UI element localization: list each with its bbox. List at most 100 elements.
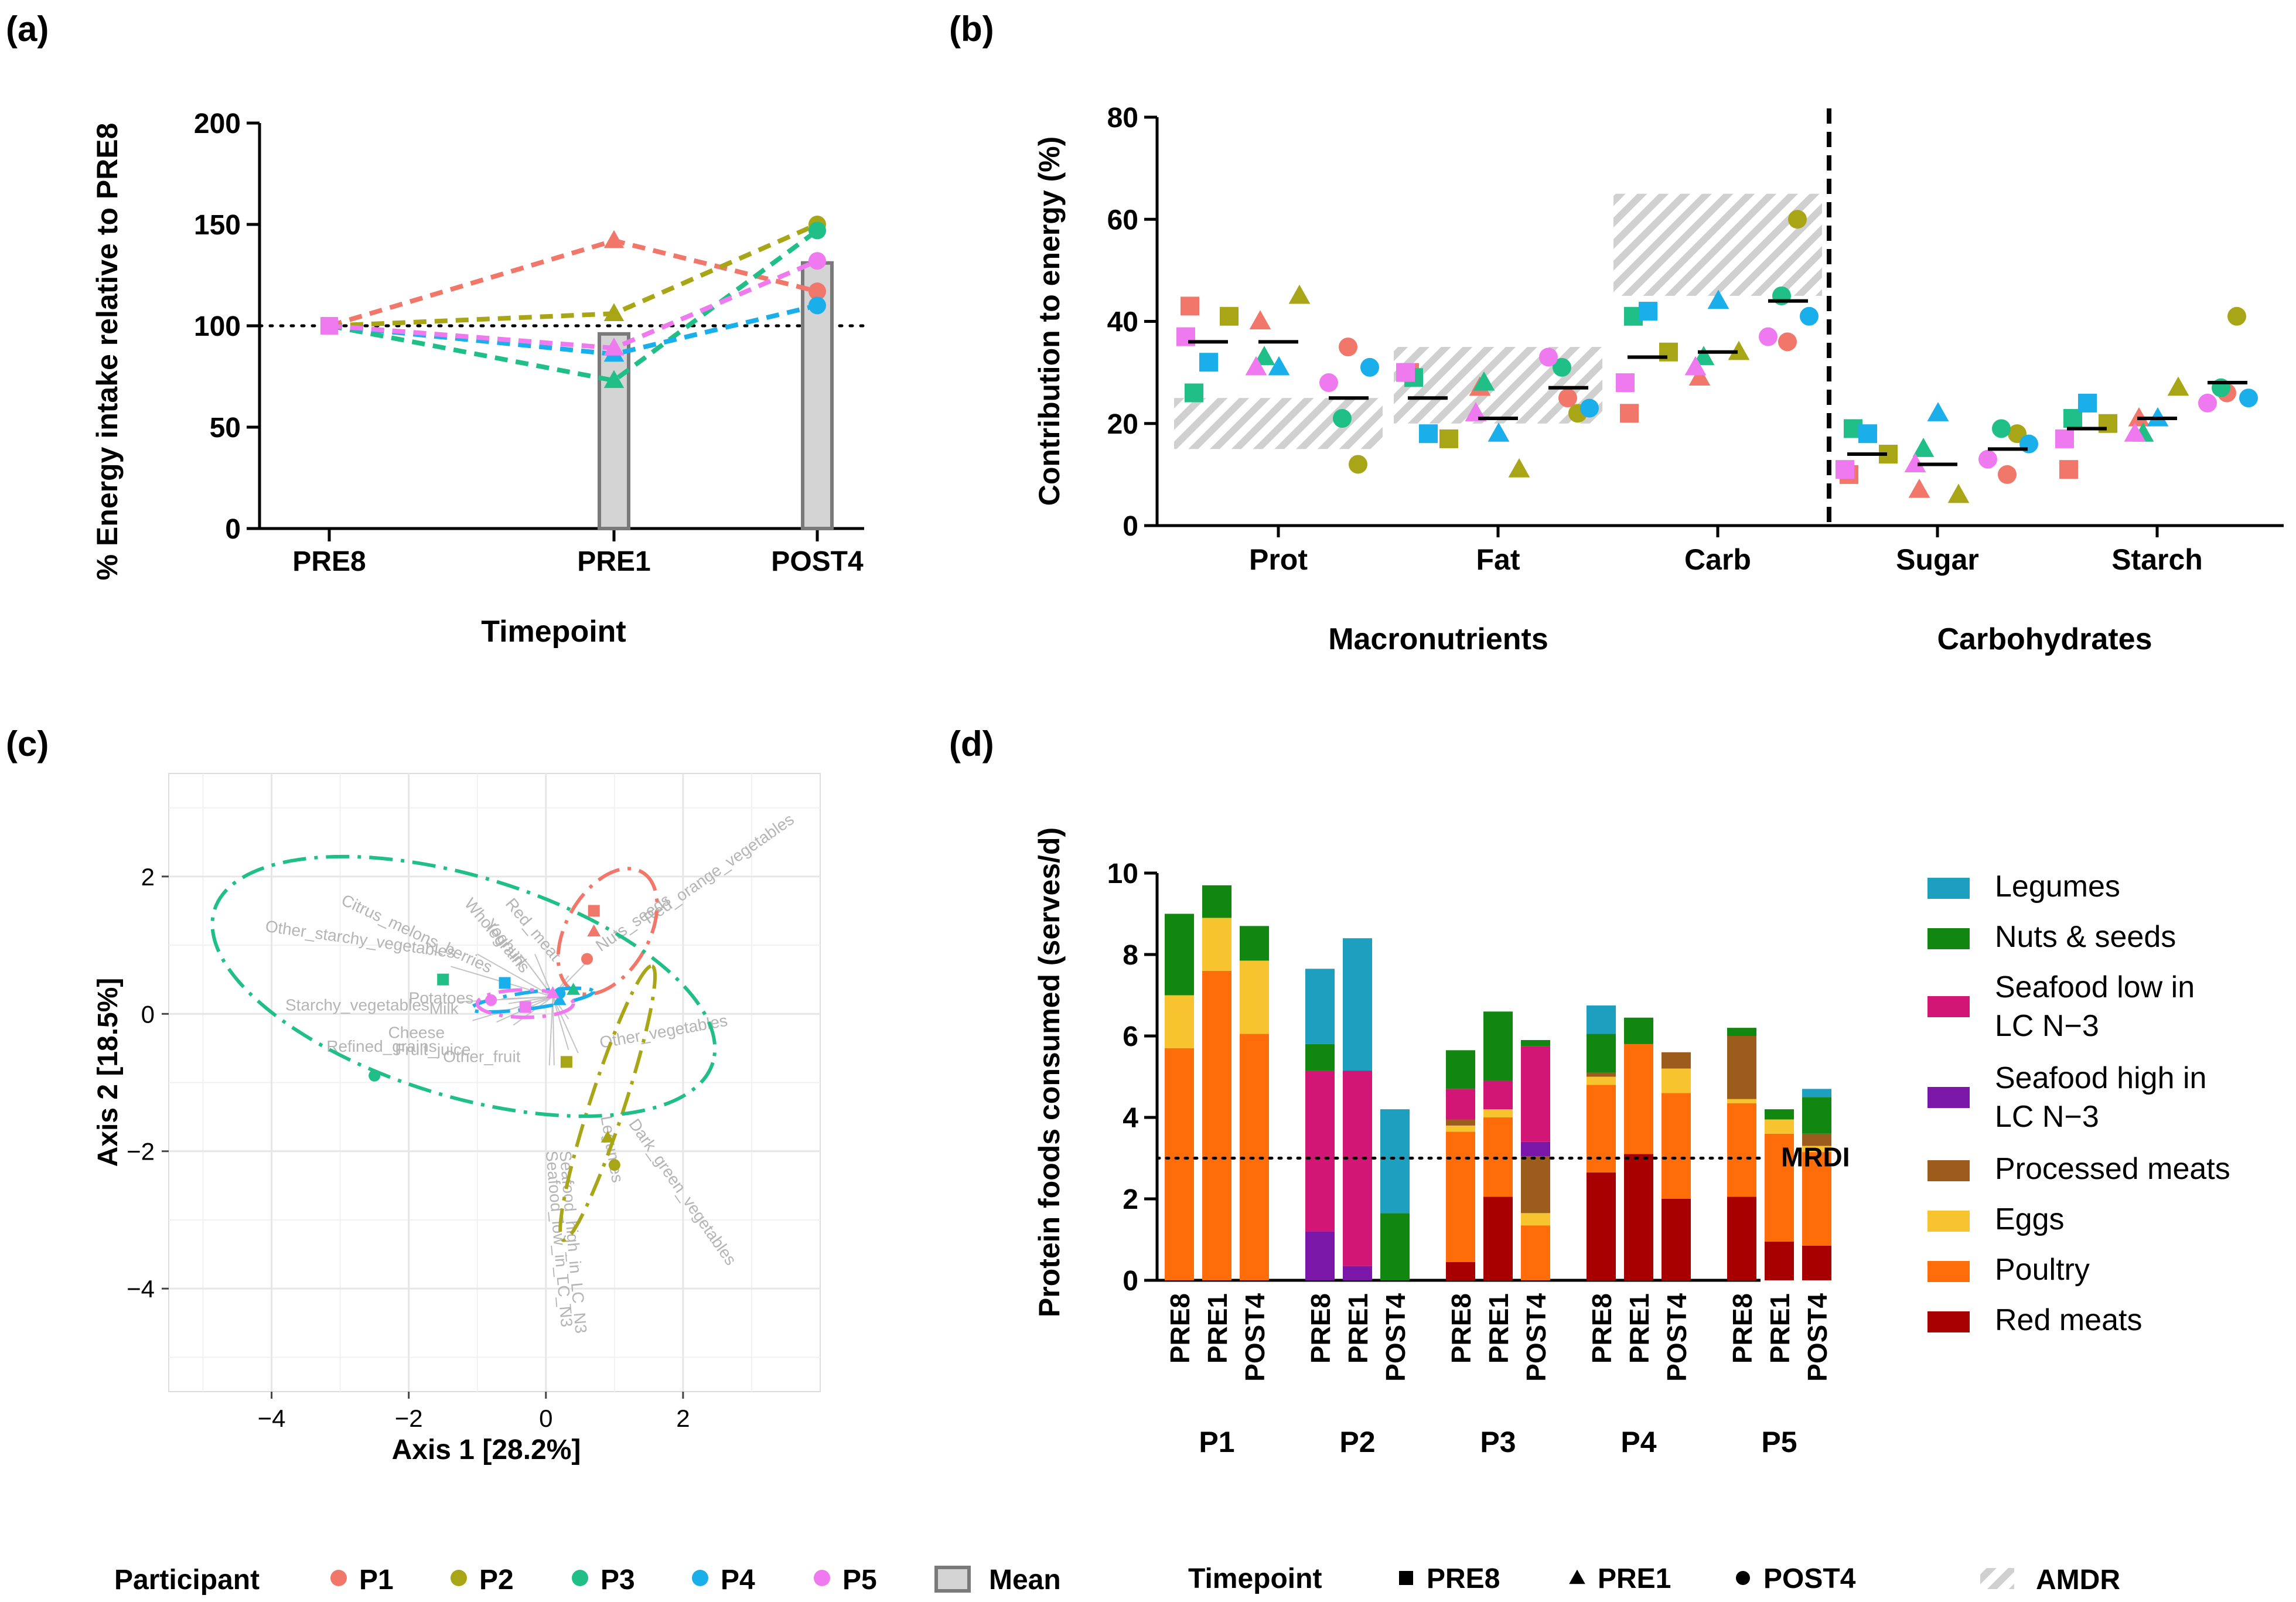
legend-mean-label: Mean — [989, 1564, 1061, 1596]
panel-c-point-P3 — [567, 983, 581, 995]
legend-timepoint-marker-PRE8 — [1399, 1571, 1413, 1585]
panel-a-point-P3 — [603, 370, 625, 388]
panel-d-participant-label: P4 — [1620, 1426, 1656, 1458]
panel-d-bar-segment-P4-PRE8 — [1587, 1172, 1616, 1280]
panel-a-point-P5 — [808, 252, 826, 270]
panel-b-point-Starch-PRE8-P4 — [2078, 393, 2097, 413]
panel-d-bar-segment-P3-PRE1 — [1483, 1011, 1513, 1081]
panel-a-point-P4 — [808, 296, 826, 315]
panel-b-x-tick-label: Sugar — [1896, 543, 1979, 576]
panel-b-point-Prot-PRE8-P3 — [1185, 383, 1203, 403]
panel-c-loading-label: Refined_grains — [326, 1037, 436, 1055]
panel-b-point-Carb-PRE1-P1 — [1688, 366, 1711, 386]
panel-b-point-Sugar-POST4-P3 — [1992, 419, 2011, 438]
panel-d-bar-segment-P3-PRE8 — [1446, 1125, 1475, 1132]
legend-participant-label-P3: P3 — [601, 1564, 635, 1596]
panel-b-point-Sugar-POST4-P1 — [1998, 465, 2017, 484]
panel-d-x-tick-label: PRE8 — [1165, 1293, 1195, 1364]
panel-c-chart: Red_orange_vegetablesCitrus_melons_berri… — [93, 773, 821, 1465]
panel-d-bar-segment-P3-PRE8 — [1446, 1131, 1475, 1262]
panel-a-point-P3 — [808, 221, 826, 240]
legend-participant-marker-P2 — [451, 1570, 467, 1586]
panel-c-loading-arrow — [548, 996, 554, 1066]
legend-participant-label-P2: P2 — [479, 1564, 514, 1596]
panel-c-loading-label: Milk — [429, 999, 459, 1017]
panel-b-point-Starch-POST4-P2 — [2227, 306, 2246, 326]
panel-c-point-P1 — [587, 924, 601, 937]
panel-c-loading-arrow — [534, 953, 554, 997]
panel-b-group-label-macronutrients: Macronutrients — [1328, 622, 1548, 656]
panel-c-point-P2 — [601, 1130, 615, 1143]
panel-b-point-Prot-POST4-P5 — [1319, 373, 1338, 393]
panel-b-chart: 0 20 40 60 80 Prot Fat Carb Sugar Starch Contribu… — [1033, 103, 2284, 656]
panel-d-bar-segment-P3-POST4 — [1521, 1213, 1550, 1226]
panel-b-point-Prot-PRE8-P4 — [1199, 353, 1218, 372]
legend-timepoint-title: Timepoint — [1188, 1563, 1322, 1594]
panel-d-bar-segment-P3-PRE8 — [1446, 1089, 1475, 1120]
panel-d-x-tick-label: PRE1 — [1765, 1293, 1795, 1364]
panel-c-point-P5 — [485, 994, 497, 1006]
panel-c-loading-arrow — [552, 996, 579, 1054]
panel-d-legend-swatch — [1927, 1087, 1970, 1108]
panel-d-bar-segment-P5-PRE8 — [1727, 1036, 1756, 1099]
panel-d-bar-segment-P1-POST4 — [1240, 926, 1269, 961]
panel-d-y-tick-label: 10 — [1107, 858, 1138, 889]
panel-d-x-tick-label: PRE8 — [1587, 1293, 1617, 1364]
panel-d-bar-segment-P1-PRE8 — [1165, 1048, 1194, 1280]
panel-b-point-Sugar-PRE1-P5 — [1904, 453, 1926, 473]
panel-c-x-axis-label: Axis 1 [28.2%] — [392, 1434, 581, 1465]
panel-b-x-tick-label: Starch — [2111, 543, 2203, 576]
panel-d-x-tick-label: POST4 — [1521, 1293, 1551, 1382]
panel-d-bar-segment-P5-PRE1 — [1765, 1241, 1794, 1280]
panel-d-bar-segment-P4-POST4 — [1662, 1199, 1691, 1280]
panel-a-point-P1 — [603, 230, 625, 248]
panel-d-bar-segment-P3-PRE8 — [1446, 1262, 1475, 1280]
panel-d-bar-segment-P4-POST4 — [1662, 1052, 1691, 1069]
panel-b-point-Sugar-PRE8-P5 — [1836, 460, 1854, 479]
legend-participant-title: Participant — [114, 1564, 260, 1596]
panel-d-participant-label: P2 — [1339, 1426, 1375, 1458]
panel-a-line-P3 — [329, 229, 819, 383]
panel-d-bar-segment-P5-POST4 — [1802, 1097, 1831, 1134]
panel-d-bar-segment-P2-PRE8 — [1305, 1044, 1335, 1071]
panel-d-bar-segment-P4-PRE8 — [1587, 1076, 1616, 1085]
panel-b-point-Starch-PRE8-P5 — [2055, 429, 2074, 448]
panel-d-legend-swatch — [1927, 1311, 1970, 1332]
panel-label-c: (c) — [6, 724, 49, 763]
panel-c-y-tick-label: −2 — [127, 1138, 155, 1165]
panel-c-loading-arrow — [552, 996, 569, 1020]
legend-participant-label-P1: P1 — [359, 1564, 394, 1596]
panel-a-y-tick-label: 200 — [194, 108, 241, 139]
panel-d-bar-segment-P5-PRE8 — [1727, 1103, 1756, 1197]
panel-b-point-Fat-PRE8-P2 — [1439, 429, 1458, 448]
panel-b-y-tick-label: 80 — [1107, 103, 1138, 134]
panel-c-loading-label: Potatoes — [409, 989, 474, 1007]
panel-b-point-Carb-PRE8-P4 — [1639, 302, 1657, 321]
panel-c-y-tick-label: 2 — [141, 863, 155, 891]
panel-d-bar-segment-P4-PRE1 — [1624, 1017, 1653, 1044]
panel-d-x-tick-label: POST4 — [1240, 1293, 1270, 1382]
panel-b-group-label-carbohydrates: Carbohydrates — [1937, 622, 2152, 656]
legend-participant-marker-P3 — [572, 1570, 588, 1586]
panel-d-bar-segment-P5-PRE1 — [1765, 1133, 1794, 1242]
legend-timepoint-label-PRE8: PRE8 — [1427, 1563, 1500, 1594]
panel-c-x-tick-label: −4 — [258, 1405, 286, 1432]
panel-d-bar-segment-P3-PRE1 — [1483, 1081, 1513, 1110]
panel-d-bar-segment-P4-PRE8 — [1587, 1072, 1616, 1077]
panel-d-bar-segment-P2-PRE1 — [1343, 1071, 1372, 1266]
panel-b-point-Sugar-POST4-P5 — [1978, 449, 1997, 469]
panel-a-mean-bar — [598, 332, 630, 531]
panel-b-x-tick-label: Prot — [1249, 543, 1308, 576]
panel-b-y-axis-label: Contribution to energy (%) — [1033, 137, 1066, 506]
panel-d-x-tick-label: POST4 — [1662, 1293, 1692, 1382]
panel-b-point-Prot-PRE1-P4 — [1268, 356, 1290, 376]
panel-c-loading-arrow — [513, 996, 554, 1026]
panel-b-point-Carb-PRE1-P2 — [1728, 340, 1750, 360]
panel-a-x-tick-label: POST4 — [771, 546, 864, 577]
panel-d-legend-swatch — [1927, 928, 1970, 949]
panel-b-point-Carb-PRE1-P3 — [1693, 346, 1715, 366]
panel-d-legend-swatch — [1927, 878, 1970, 899]
panel-b-point-Fat-PRE8-P5 — [1396, 363, 1415, 382]
panel-c-y-tick-label: 0 — [141, 1000, 155, 1028]
